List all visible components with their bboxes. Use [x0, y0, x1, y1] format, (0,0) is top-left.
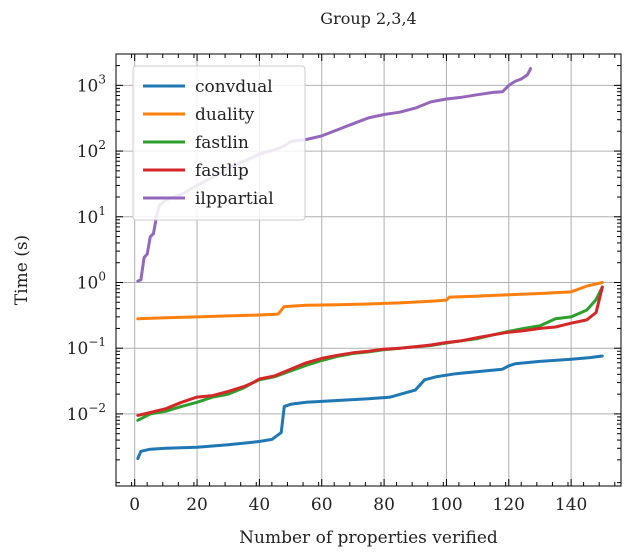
y-tick-label: 102 — [77, 138, 106, 162]
legend-label-ilppartial: ilppartial — [195, 189, 274, 209]
legend-label-convdual: convdual — [195, 77, 273, 97]
series-line-fastlip — [136, 285, 604, 417]
y-tick-label: 101 — [77, 204, 106, 228]
y-tick-label: 10−1 — [67, 335, 106, 359]
legend: convdual duality fastlin fastlip ilppartial — [132, 65, 306, 221]
x-tick-label: 20 — [186, 495, 208, 515]
series-line-fastlin — [136, 285, 604, 422]
plot-frame — [115, 53, 622, 487]
x-tick-label: 120 — [493, 495, 525, 515]
legend-label-fastlip: fastlip — [195, 161, 249, 181]
series-line-duality — [136, 281, 604, 321]
x-tick-label: 40 — [249, 495, 271, 515]
x-axis-title: Number of properties verified — [239, 528, 498, 548]
ticks — [115, 53, 621, 487]
y-tick-label: 100 — [77, 269, 106, 293]
x-tick-label: 80 — [373, 495, 395, 515]
y-axis-title: Time (s) — [12, 235, 32, 305]
legend-label-fastlin: fastlin — [195, 133, 249, 153]
x-tick-label: 0 — [129, 495, 140, 515]
y-tick-label: 10−2 — [67, 401, 106, 425]
x-tick-label: 140 — [555, 495, 587, 515]
tick-labels: 0 20 40 60 80 100 120 140 10−2 10−1 100 101 102 103 — [67, 72, 588, 515]
legend-box — [132, 65, 306, 221]
x-tick-label: 100 — [430, 495, 462, 515]
legend-label-duality: duality — [195, 105, 255, 125]
x-tick-label: 60 — [311, 495, 333, 515]
series-line-convdual — [136, 354, 604, 460]
y-tick-label: 103 — [77, 72, 106, 96]
chart-title: Group 2,3,4 — [320, 9, 416, 28]
